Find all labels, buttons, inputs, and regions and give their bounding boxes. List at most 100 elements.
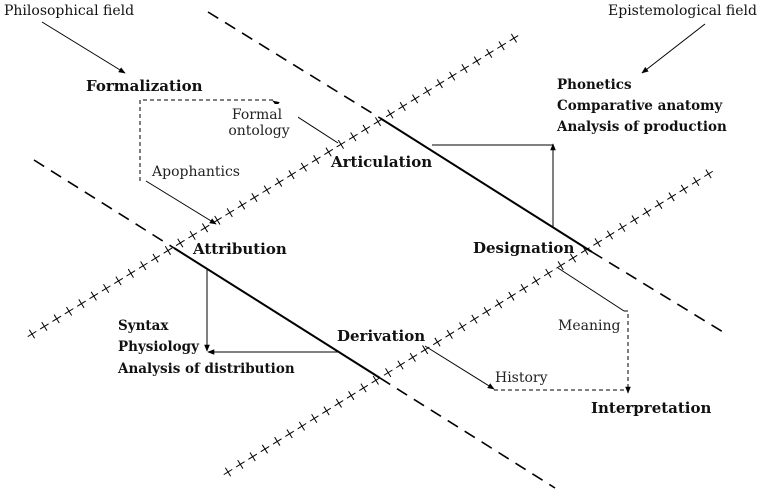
lower-crossed-line: [223, 169, 714, 477]
formalization-label: Formalization: [86, 77, 203, 95]
lower-crossed-line-cross-mark: [557, 261, 564, 271]
lower-crossed-line-cross-mark: [311, 413, 318, 424]
philosophical-field-arrow: [41, 21, 126, 74]
lower-crossed-line-cross-mark: [298, 421, 305, 431]
upper-crossed-line-cross-mark: [214, 215, 221, 225]
upper-crossed-line-cross-mark: [164, 246, 171, 256]
upper-crossed-line-cross-mark: [300, 162, 307, 172]
interpretation-label: Interpretation: [591, 399, 712, 417]
lower-crossed-line-cross-mark: [397, 360, 404, 370]
apophantics-arrow: [145, 180, 217, 225]
lower-crossed-line-cross-mark: [656, 199, 663, 209]
designation-label: Designation: [473, 239, 574, 257]
upper-crossed-line-cross-mark: [313, 155, 320, 165]
upper-crossed-line-cross-mark: [78, 299, 85, 309]
lower-crossed-line-cross-mark: [594, 238, 601, 248]
history-arrow: [424, 345, 495, 390]
upper-crossed-line-cross-mark: [140, 261, 147, 271]
lower-crossed-line-cross-mark: [422, 345, 429, 355]
analysis-of-production-label: Analysis of production: [556, 119, 727, 135]
lower-crossed-line-cross-mark: [459, 322, 466, 332]
lower-crossed-line-cross-mark: [385, 368, 392, 378]
upper-crossed-line-cross-mark: [387, 109, 394, 119]
upper-crossed-line-cross-mark: [251, 192, 258, 202]
upper-crossed-line-cross-mark: [498, 41, 505, 51]
meaning-arrow: [557, 267, 625, 312]
physiology-label: Physiology: [118, 339, 200, 355]
lower-crossed-line-cross-mark: [434, 337, 441, 347]
lower-crossed-line-cross-mark: [582, 245, 589, 255]
upper-crossed-line-cross-mark: [189, 230, 196, 240]
upper-crossed-line-cross-mark: [436, 79, 443, 89]
formal-ontology-label-line1: Formal: [232, 107, 283, 123]
upper-crossed-line-cross-mark: [177, 238, 184, 248]
lower-crossed-line-cross-mark: [274, 436, 281, 446]
formal-ontology-backdrop: [226, 104, 298, 140]
upper-crossed-line-cross-mark: [374, 117, 382, 127]
derivation-label: Derivation: [337, 327, 425, 345]
epistemological-field-arrow: [641, 23, 706, 74]
lower-crossed-line-cross-mark: [606, 230, 614, 240]
lower-crossed-line-cross-mark: [508, 291, 515, 301]
epistemological-field-label: Epistemological field: [608, 3, 757, 19]
upper-dashed-diagonal-a: [207, 11, 381, 119]
lower-crossed-line-cross-mark: [335, 398, 342, 408]
lower-crossed-line-cross-mark: [360, 383, 367, 393]
upper-crossed-line-cross-mark: [226, 208, 233, 218]
lower-crossed-line-cross-mark: [668, 192, 675, 202]
lower-crossed-line-cross-mark: [631, 215, 638, 225]
lower-crossed-line-cross-mark: [693, 177, 700, 187]
upper-crossed-line-cross-mark: [461, 63, 468, 74]
upper-crossed-line-cross-mark: [41, 321, 48, 331]
upper-crossed-line-cross-mark: [127, 268, 134, 278]
lower-crossed-line-cross-mark: [237, 459, 244, 469]
upper-crossed-line-cross-mark: [276, 177, 283, 187]
upper-crossed-line-cross-mark: [486, 48, 493, 58]
upper-crossed-line-cross-mark: [90, 291, 97, 301]
upper-crossed-line-cross-mark: [288, 170, 295, 180]
lower-crossed-line-cross-mark: [409, 352, 416, 362]
lower-dashed-diagonal-a: [33, 159, 175, 249]
upper-dashed-diagonal-b: [591, 251, 729, 336]
upper-crossed-line-cross-mark: [412, 94, 419, 104]
upper-crossed-line-cross-mark: [510, 33, 517, 43]
phonetics-label: Phonetics: [557, 77, 632, 93]
apophantics-backdrop: [149, 162, 245, 180]
upper-crossed-line-cross-mark: [263, 185, 270, 195]
upper-crossed-line-cross-mark: [239, 200, 246, 210]
lower-crossed-line-cross-mark: [496, 299, 503, 309]
lower-crossed-line-cross-mark: [261, 444, 269, 454]
upper-crossed-line-cross-mark: [201, 223, 209, 233]
upper-crossed-line-cross-mark: [399, 101, 406, 111]
upper-crossed-line-cross-mark: [424, 86, 431, 96]
lower-crossed-line-cross-mark: [372, 375, 379, 385]
lower-crossed-line-cross-mark: [348, 391, 355, 401]
upper-crossed-line-cross-mark: [53, 314, 60, 324]
meaning-dotted-path: [624, 310, 629, 392]
formalization-dotted-path: [139, 99, 273, 182]
lower-crossed-line-cross-mark: [249, 452, 256, 462]
articulation-label: Articulation: [330, 153, 432, 171]
history-label: History: [495, 370, 548, 386]
lower-crossed-line-cross-mark: [471, 314, 478, 324]
upper-crossed-line-cross-mark: [350, 132, 357, 142]
lower-crossed-line-cross-mark: [323, 406, 330, 416]
upper-crossed-line-cross-mark: [325, 147, 332, 157]
lower-crossed-line-cross-mark: [224, 467, 232, 477]
upper-crossed-line: [27, 33, 519, 339]
analysis-of-distribution-label: Analysis of distribution: [117, 361, 295, 377]
lower-crossed-line-cross-mark: [446, 329, 453, 339]
attribution-derivation-segment: [173, 247, 381, 379]
lower-dashed-diagonal-b: [379, 377, 556, 489]
history-backdrop: [492, 368, 550, 386]
lower-crossed-line-cross-mark: [643, 207, 650, 217]
articulation-designation-segment: [379, 117, 593, 253]
upper-crossed-line-cross-mark: [66, 306, 73, 316]
upper-crossed-line-cross-mark: [115, 276, 122, 286]
lower-crossed-line-cross-mark: [705, 169, 712, 179]
philosophical-field-label: Philosophical field: [4, 3, 134, 19]
lower-crossed-line-cross-mark: [680, 184, 687, 194]
lower-crossed-line-cross-mark: [286, 429, 293, 439]
